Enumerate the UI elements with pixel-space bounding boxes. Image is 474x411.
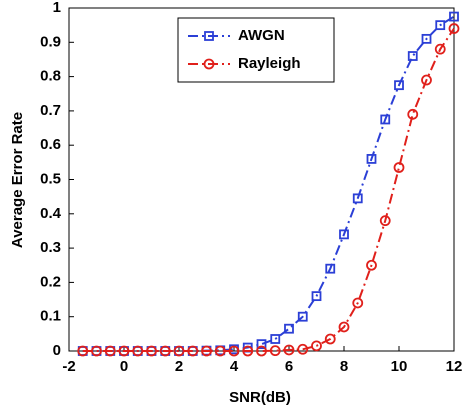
marker [311,291,322,302]
marker [132,345,144,357]
x-tick-label: 10 [391,358,408,375]
marker [339,229,349,240]
x-tick-label: 6 [285,358,293,375]
x-tick-label: -2 [62,358,75,375]
marker [434,43,446,55]
marker [146,345,157,357]
marker [421,33,432,44]
legend-marker [203,58,215,70]
marker [352,297,364,309]
x-tick-label: 8 [340,358,348,375]
marker [407,108,419,120]
marker [352,193,363,204]
marker [242,345,254,357]
marker [366,259,377,271]
marker [256,345,267,357]
marker [118,345,130,357]
x-axis-label: SNR(dB) [229,389,291,406]
y-tick-label: 0.5 [40,170,61,187]
marker [297,311,308,322]
marker [338,321,350,333]
marker [311,340,322,352]
legend-marker [204,31,214,41]
legend-box [177,17,335,83]
x-tick-label: 2 [175,358,183,375]
marker [449,11,459,22]
x-tick-label: 4 [230,358,239,375]
marker [104,345,116,357]
y-tick-label: 0.9 [40,33,61,50]
marker [366,154,377,164]
marker [269,345,281,357]
marker [407,51,418,61]
marker [159,345,171,357]
marker [297,343,309,355]
marker [228,345,240,357]
y-tick-label: 0.6 [40,136,61,153]
y-tick-label: 1 [53,0,61,16]
marker [284,323,294,334]
legend-label: AWGN [238,27,285,44]
y-tick-label: 0.7 [40,102,61,119]
marker [77,345,89,357]
y-axis-label: Average Error Rate [9,112,26,248]
marker [435,20,446,31]
marker [256,339,267,350]
marker [214,345,226,357]
marker [393,162,405,173]
marker [91,345,102,357]
marker [421,74,432,86]
series-line [82,28,455,352]
marker [380,114,391,125]
marker [173,345,185,357]
marker [324,333,336,345]
legend-label: Rayleigh [238,55,301,72]
x-tick-label: 12 [446,358,463,375]
y-tick-label: 0.8 [40,68,61,85]
marker [187,345,199,357]
marker [325,263,336,274]
marker [270,334,281,344]
marker [201,345,212,357]
marker [448,23,460,34]
marker [283,344,295,356]
y-tick-label: 0.2 [40,273,61,290]
y-tick-label: 0.1 [40,308,61,325]
y-tick-label: 0.3 [40,239,61,256]
marker [394,80,404,91]
x-tick-label: 0 [120,358,128,375]
y-tick-label: 0 [53,342,61,359]
marker [379,215,391,227]
y-tick-label: 0.4 [40,205,62,222]
